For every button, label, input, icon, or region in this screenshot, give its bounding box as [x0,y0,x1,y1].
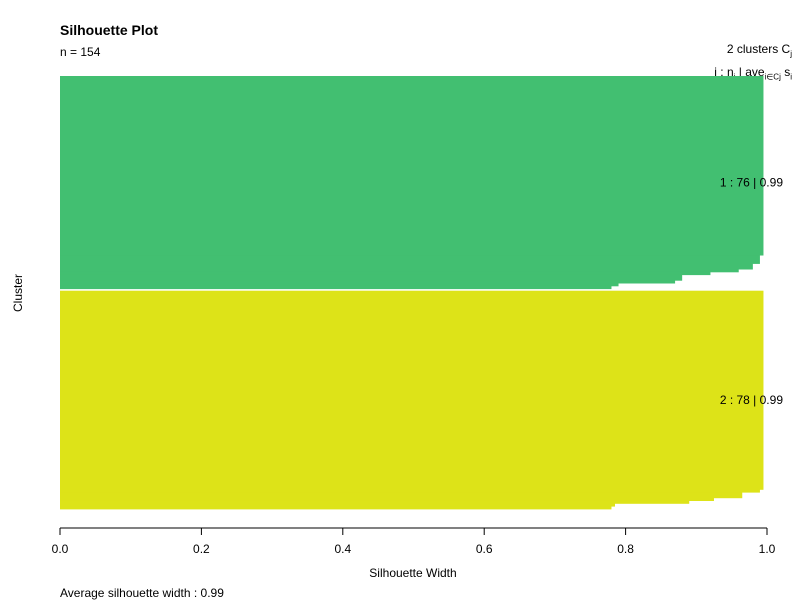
legend-header-line1-sub: j [790,49,792,59]
chart-title: Silhouette Plot [60,22,158,38]
cluster-2-bar-segment-2 [60,489,760,493]
cluster-1-bar-segment-2 [60,255,760,264]
cluster-2-label: 2 : 78 | 0.99 [720,393,783,407]
silhouette-bars [60,76,764,510]
cluster-2-bar-segment-1 [60,290,764,490]
cluster-1-bar-segment-8 [60,283,619,287]
legend-header-line1: 2 clusters Cj [714,40,792,63]
x-tick-label-3: 0.4 [334,542,351,556]
cluster-1-bar-segment-7 [60,280,676,284]
cluster-2-bar-segment-7 [60,506,612,510]
chart-subtitle: n = 154 [60,45,101,59]
cluster-2-bar-segment-4 [60,497,714,502]
x-axis-label: Silhouette Width [369,566,457,580]
cluster-1-bar-segment-6 [60,274,683,281]
legend-header-line2-b-sub: i∈Cj [764,72,781,82]
legend-header-line1-text: 2 clusters C [726,42,791,56]
average-silhouette-width: Average silhouette width : 0.99 [60,586,224,600]
x-tick-label-5: 0.8 [617,542,634,556]
legend-header-line2-c: s [780,65,791,80]
x-tick-label-6: 1.0 [759,542,776,556]
cluster-2-bar-segment-6 [60,503,615,507]
x-tick-label-4: 0.6 [476,542,493,556]
cluster-legend-header: 2 clusters Cj j : n j | avei∈Cj si [714,40,792,87]
cluster-1-bar-segment-3 [60,263,753,270]
cluster-1-label: 1 : 76 | 0.99 [720,175,783,189]
legend-header-line2-c-sub: i [790,72,792,82]
cluster-1-bar-segment-9 [60,285,612,290]
cluster-2-bar-segment-5 [60,500,690,504]
x-tick-label-1: 0.0 [52,542,69,556]
cluster-1-bar-segment-4 [60,269,739,273]
legend-header-line2-a: j : n [714,65,734,80]
x-axis: 0.0 0.2 0.4 0.6 0.8 1.0 [52,527,776,556]
cluster-1-bar-segment-5 [60,271,711,276]
legend-header-line2: j : nj | avei∈Cj si [714,63,792,86]
cluster-2-bar-segment-3 [60,492,743,499]
x-tick-label-2: 0.2 [193,542,210,556]
legend-header-line2-b: | ave [735,65,765,80]
cluster-1-bar-segment-1 [60,76,764,256]
cluster-labels: 1 : 76 | 0.99 2 : 78 | 0.99 [720,175,783,407]
